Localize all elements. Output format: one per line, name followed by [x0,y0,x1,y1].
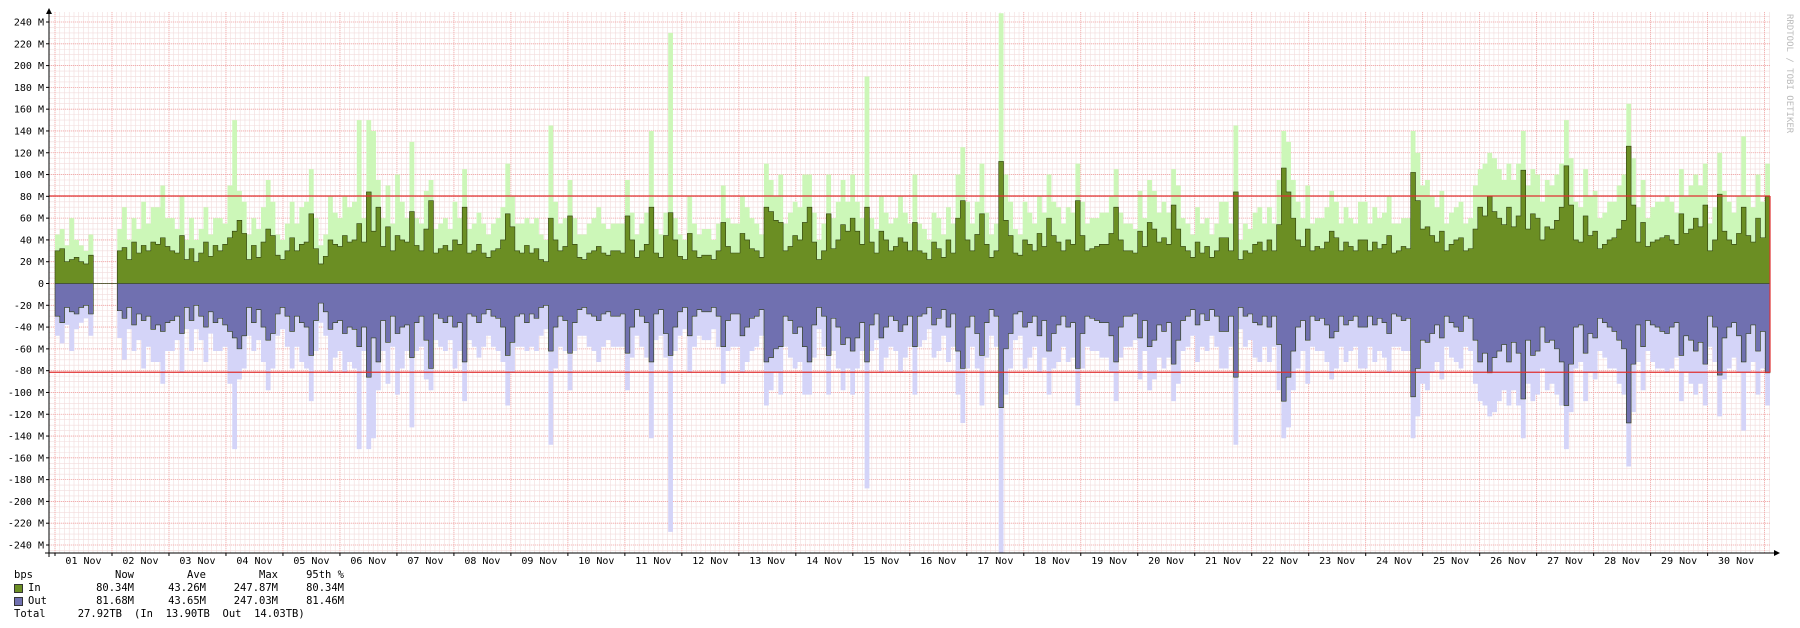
x-tick-label: 02 Nov [122,556,158,565]
x-tick-label: 26 Nov [1490,556,1526,565]
x-tick-label: 07 Nov [407,556,443,565]
y-tick-label: 60 M [20,214,44,225]
legend-row-in: In 80.34M 43.26M 247.87M 80.34M [14,582,344,595]
y-tick-label: 220 M [14,39,44,50]
x-axis-ticks: 01 Nov 02 Nov 03 Nov 04 Nov 05 Nov 06 Nov 07 N… [54,553,1754,565]
legend-row-out: Out 81.68M 43.65M 247.03M 81.46M [14,595,344,608]
x-tick-label: 22 Nov [1262,556,1298,565]
y-tick-label: 120 M [14,148,44,159]
x-tick-label: 09 Nov [521,556,557,565]
x-tick-label: 01 Nov [65,556,101,565]
x-tick-label: 28 Nov [1604,556,1640,565]
x-tick-label: 16 Nov [920,556,956,565]
x-tick-label: 15 Nov [863,556,899,565]
legend-unit: bps [14,569,33,581]
y-tick-label: -200 M [8,497,44,508]
legend-out-max: 247.03M [233,595,278,607]
percentile-lines [49,195,1771,373]
legend-out-now: 81.68M [96,595,134,607]
legend-name-out: Out [28,595,47,607]
x-tick-label: 24 Nov [1376,556,1412,565]
x-axis-arrow [1774,550,1780,556]
x-tick-label: 17 Nov [977,556,1013,565]
y-axis-arrow [46,8,52,14]
y-tick-label: -180 M [8,475,44,486]
legend-header-ave: Ave [187,569,206,581]
legend-out-ave: 43.65M [168,595,206,607]
legend-in-max: 247.87M [233,582,278,594]
legend-total-row: Total 27.92TB (In 13.90TB Out 14.03TB) [14,608,344,621]
legend-out-p95: 81.46M [306,595,344,607]
y-tick-label: -20 M [14,301,44,312]
legend-swatch-in [14,584,23,593]
x-tick-label: 03 Nov [179,556,215,565]
y-tick-label: -240 M [8,541,44,552]
y-tick-label: -40 M [14,323,44,334]
y-tick-label: -220 M [8,519,44,530]
x-tick-label: 12 Nov [692,556,728,565]
legend-swatch-out [14,597,23,606]
x-tick-label: 10 Nov [578,556,614,565]
x-tick-label: 04 Nov [236,556,272,565]
y-tick-label: 180 M [14,83,44,94]
y-tick-label: 160 M [14,105,44,116]
series-in-avg-area [54,145,1771,284]
y-tick-label: 140 M [14,126,44,137]
x-tick-label: 19 Nov [1091,556,1127,565]
series-out-avg-area [54,283,1771,424]
traffic-chart: 240 M 220 M 200 M 180 M 160 M 140 M 120 M 100 M… [8,8,1794,565]
x-tick-label: 25 Nov [1433,556,1469,565]
legend: bps Now Ave Max 95th % In 80.34M 43.26M … [14,569,344,621]
y-tick-label: -80 M [14,366,44,377]
x-tick-label: 29 Nov [1661,556,1697,565]
legend-name-in: In [28,582,41,594]
y-tick-label: -140 M [8,432,44,443]
x-tick-label: 08 Nov [464,556,500,565]
legend-total-label: Total [14,608,46,620]
x-tick-label: 13 Nov [749,556,785,565]
x-tick-label: 18 Nov [1034,556,1070,565]
legend-total-value: 27.92TB [77,608,122,620]
x-tick-label: 21 Nov [1205,556,1241,565]
legend-header-row: bps Now Ave Max 95th % [14,569,344,582]
legend-in-p95: 80.34M [306,582,344,594]
x-tick-label: 14 Nov [806,556,842,565]
y-tick-label: 200 M [14,61,44,72]
y-tick-label: 100 M [14,170,44,181]
legend-in-now: 80.34M [96,582,134,594]
legend-header-p95: 95th % [306,569,344,581]
y-tick-label: -160 M [8,453,44,464]
legend-header-max: Max [259,569,278,581]
y-tick-label: 0 [38,279,44,290]
y-tick-label: 20 M [20,257,44,268]
legend-total-breakdown: (In 13.90TB Out 14.03TB) [134,608,305,620]
watermark: RRDTOOL / TOBI OETIKER [1784,14,1794,134]
y-tick-label: 240 M [14,18,44,29]
legend-in-ave: 43.26M [168,582,206,594]
x-tick-label: 05 Nov [293,556,329,565]
y-axis-ticks: 240 M 220 M 200 M 180 M 160 M 140 M 120 M 100 M… [8,18,49,552]
x-tick-label: 30 Nov [1718,556,1754,565]
legend-header-now: Now [115,569,134,581]
y-tick-label: -120 M [8,410,44,421]
x-tick-label: 27 Nov [1547,556,1583,565]
x-tick-label: 06 Nov [350,556,386,565]
x-tick-label: 11 Nov [635,556,671,565]
x-tick-label: 20 Nov [1148,556,1184,565]
x-tick-label: 23 Nov [1319,556,1355,565]
chart-series [54,13,1771,553]
y-tick-label: 40 M [20,235,44,246]
y-tick-label: -60 M [14,344,44,355]
y-tick-label: -100 M [8,388,44,399]
y-tick-label: 80 M [20,192,44,203]
